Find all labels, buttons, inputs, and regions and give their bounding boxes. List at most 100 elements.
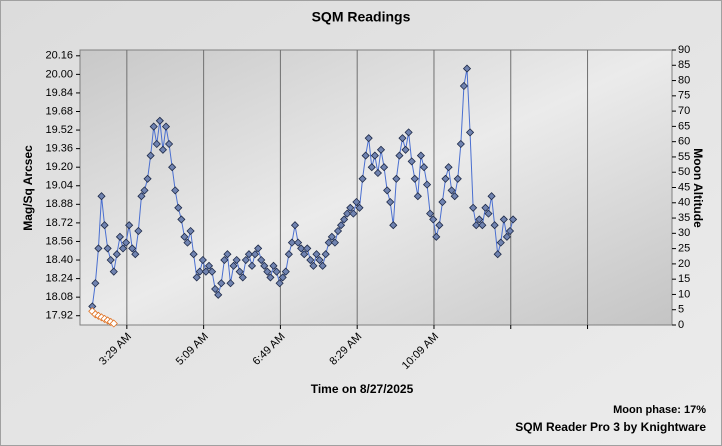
- data-point: [149, 122, 158, 131]
- data-point: [208, 267, 217, 276]
- data-point: [91, 279, 100, 288]
- y-tick-label: 19.20: [45, 161, 73, 173]
- data-point: [475, 215, 484, 224]
- data-point: [290, 221, 300, 230]
- data-point: [315, 255, 324, 265]
- data-point: [472, 221, 481, 230]
- data-point: [284, 250, 293, 259]
- data-point: [287, 238, 296, 247]
- data-point: [189, 250, 198, 259]
- data-point: [358, 174, 367, 183]
- data-point: [312, 250, 321, 259]
- data-point: [465, 128, 475, 137]
- data-point: [118, 244, 128, 253]
- y2-tick-label: 0: [678, 319, 684, 331]
- data-point: [244, 250, 253, 259]
- data-point: [235, 267, 244, 276]
- data-point: [297, 244, 306, 253]
- moon-phase: Moon phase: 17%: [613, 404, 706, 416]
- data-point: [373, 168, 382, 178]
- data-point: [441, 174, 450, 183]
- data-point: [272, 267, 281, 276]
- y2-tick-label: 90: [678, 44, 690, 56]
- data-point: [346, 203, 355, 212]
- y2-tick-label: 85: [678, 59, 690, 71]
- data-point: [257, 255, 266, 265]
- data-point: [469, 203, 478, 212]
- data-point: [217, 279, 226, 288]
- data-point: [496, 238, 505, 247]
- data-point: [168, 163, 177, 172]
- data-point: [462, 64, 472, 73]
- data-point: [410, 174, 419, 183]
- y2-tick-label: 10: [678, 288, 690, 300]
- data-point: [180, 232, 189, 241]
- data-point: [404, 128, 413, 137]
- data-point: [220, 255, 229, 265]
- data-point: [143, 174, 152, 183]
- data-point: [426, 209, 435, 218]
- data-point: [453, 174, 462, 183]
- data-point: [161, 122, 171, 131]
- data-point: [481, 203, 490, 212]
- data-point: [260, 261, 269, 270]
- y-tick-label: 20.16: [45, 50, 73, 62]
- data-point: [263, 267, 272, 276]
- data-point: [505, 226, 515, 236]
- data-point: [321, 250, 330, 259]
- data-point: [115, 232, 124, 241]
- data-point: [413, 192, 422, 201]
- data-point: [395, 151, 404, 160]
- data-point: [165, 139, 174, 149]
- data-point: [177, 215, 186, 224]
- data-point: [383, 186, 392, 195]
- y2-tick-label: 15: [678, 273, 690, 285]
- data-point: [254, 244, 263, 253]
- data-point: [109, 267, 118, 276]
- data-point: [459, 81, 468, 91]
- data-point: [238, 273, 247, 282]
- y2-tick-label: 70: [678, 105, 690, 117]
- data-point: [361, 151, 370, 160]
- y2-tick-label: 20: [678, 258, 690, 270]
- data-point: [186, 226, 195, 236]
- data-point: [201, 267, 210, 276]
- data-point: [330, 238, 339, 247]
- data-point: [146, 151, 155, 160]
- y2-axis-label: Moon Altitude: [691, 148, 705, 228]
- data-point: [493, 250, 502, 259]
- data-point: [100, 221, 109, 230]
- data-point: [444, 163, 453, 172]
- data-point: [109, 319, 118, 328]
- y-tick-label: 18.40: [45, 254, 73, 266]
- y2-tick-label: 30: [678, 227, 690, 239]
- y2-tick-label: 75: [678, 90, 690, 102]
- data-point: [502, 232, 511, 241]
- data-point: [183, 238, 192, 247]
- y-tick-label: 18.56: [45, 235, 73, 247]
- data-point: [407, 157, 416, 166]
- data-point: [251, 250, 260, 259]
- data-point: [247, 261, 257, 270]
- y-tick-label: 17.92: [45, 310, 73, 322]
- data-point: [232, 255, 241, 265]
- data-point: [450, 192, 459, 201]
- data-point: [376, 145, 386, 154]
- data-point: [204, 261, 214, 270]
- data-point: [478, 221, 487, 230]
- data-point: [195, 267, 204, 276]
- data-point: [229, 261, 238, 270]
- y2-tick-label: 35: [678, 212, 690, 224]
- data-point: [155, 116, 164, 125]
- data-point: [398, 134, 407, 143]
- data-point: [192, 273, 201, 282]
- data-point: [269, 261, 278, 270]
- data-point: [340, 215, 349, 224]
- data-point: [386, 197, 395, 207]
- data-point: [128, 244, 137, 253]
- data-point: [158, 145, 167, 154]
- data-point: [487, 192, 496, 201]
- y-tick-label: 18.08: [45, 291, 73, 303]
- data-point: [140, 186, 149, 195]
